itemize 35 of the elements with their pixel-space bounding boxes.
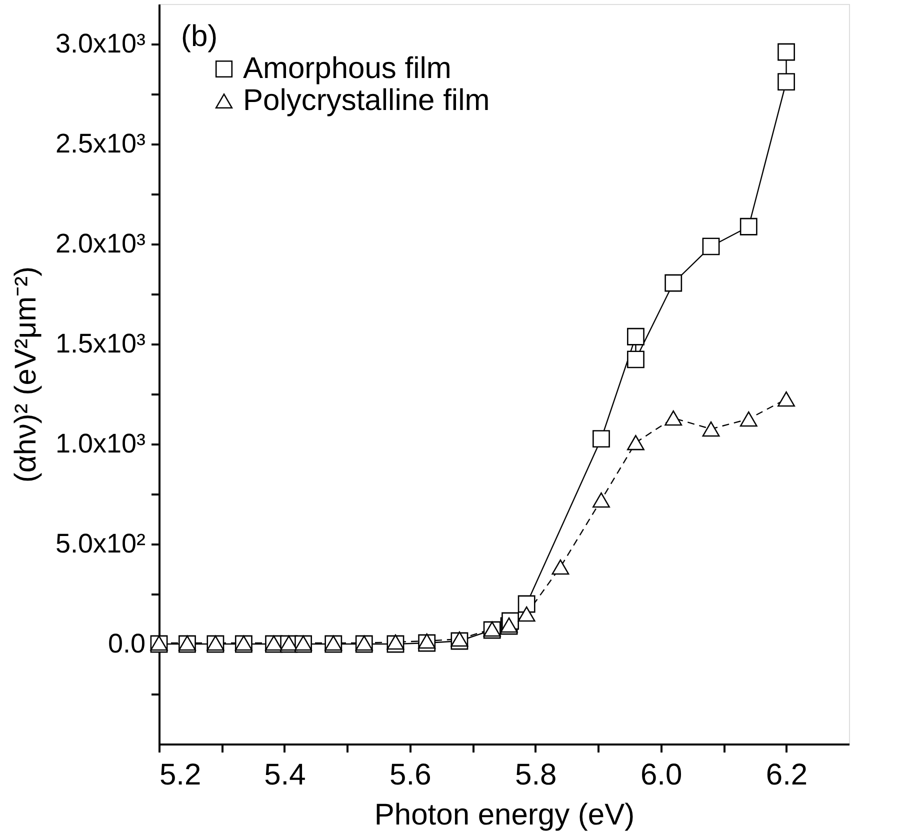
point xyxy=(592,430,610,448)
y-tick-label: 3.0x10³ xyxy=(55,28,146,58)
point xyxy=(664,274,682,292)
point xyxy=(518,595,536,613)
y-tick-label: 2.0x10³ xyxy=(55,228,146,258)
point xyxy=(778,391,795,407)
point xyxy=(627,350,644,368)
y-tick-label: 5.0x10² xyxy=(55,528,146,558)
y-tick-label: 0.0 xyxy=(108,628,146,658)
y-tick-label: 1.0x10³ xyxy=(55,428,146,458)
point xyxy=(702,238,720,256)
x-tick-label: 5.6 xyxy=(390,758,432,792)
x-tick-label: 5.2 xyxy=(160,758,202,792)
x-tick-label: 6.0 xyxy=(640,758,682,792)
x-tick-label: 6.2 xyxy=(766,758,808,792)
point xyxy=(552,559,570,575)
point xyxy=(778,43,795,61)
point xyxy=(627,328,644,346)
point xyxy=(592,492,610,508)
annotation: (b) xyxy=(181,20,218,53)
x-tick-label: 5.4 xyxy=(264,758,306,792)
legend-label: Polycrystalline film xyxy=(243,84,490,117)
point xyxy=(740,411,758,427)
legend-label: Amorphous film xyxy=(243,52,452,85)
x-tick-label: 5.8 xyxy=(515,758,557,792)
point xyxy=(627,434,644,450)
y-axis-title: (αhν)² (eV²μm⁻²) xyxy=(9,266,42,483)
point xyxy=(778,73,795,91)
x-axis-title: Photon energy (eV) xyxy=(374,798,635,832)
y-tick-label: 1.5x10³ xyxy=(55,328,146,358)
point xyxy=(518,606,536,622)
y-tick-label: 2.5x10³ xyxy=(55,128,146,158)
point xyxy=(702,421,720,437)
point xyxy=(664,410,682,426)
point xyxy=(740,218,758,236)
